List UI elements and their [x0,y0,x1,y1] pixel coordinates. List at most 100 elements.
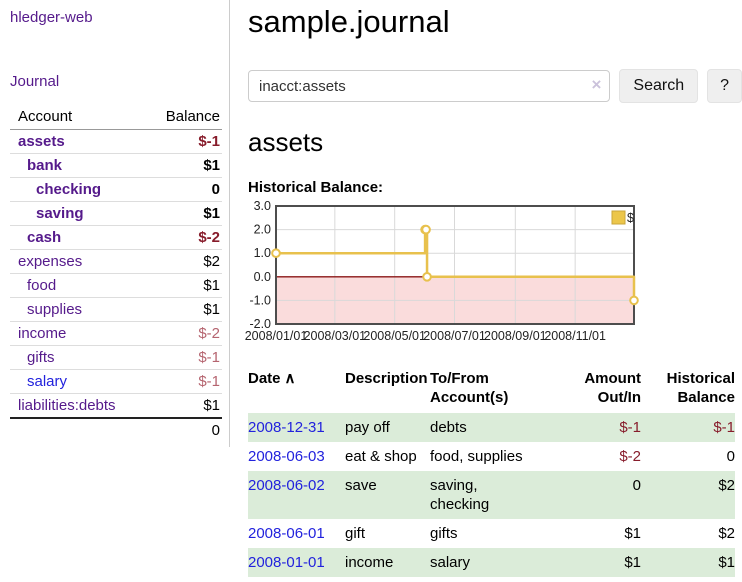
transaction-date-link[interactable]: 2008-06-03 [248,448,325,465]
date-cell: 2008-06-03 [248,442,345,471]
account-row: liabilities:debts $1 [10,393,222,419]
accounts-header-account: Account [18,108,73,125]
account-heading: assets [248,127,324,157]
transaction-description: pay off [345,419,390,436]
main-content: sample.journal × Search ? assets Histori… [245,0,742,577]
account-balance: $-1 [198,133,220,150]
transaction-amount: $-1 [619,419,641,436]
account-cell: salary [10,370,142,394]
account-row: saving $1 [10,201,222,226]
register-header-date[interactable]: Date ∧ [248,369,345,413]
table-row: 2008-01-01 income salary $1 $1 [248,548,735,577]
account-row: assets $-1 [10,130,222,154]
legend-label: $ [627,211,634,225]
accounts-header-balance: Balance [165,108,220,125]
account-link[interactable]: cash [27,229,62,246]
transaction-description: income [345,554,394,571]
transaction-amount: $1 [624,554,641,571]
search-button[interactable]: Search [619,69,699,103]
y-axis-tick-label: -2.0 [249,317,271,331]
account-row: food $1 [10,273,222,298]
data-point-marker [629,295,639,306]
transaction-description: gift [345,525,366,542]
y-axis-tick-label: 0.0 [254,270,271,284]
sort-ascending-icon: ∧ [284,370,296,387]
account-link[interactable]: assets [18,133,65,150]
data-point-marker [422,272,432,282]
account-link[interactable]: checking [36,181,102,198]
transaction-accounts: salary [430,554,471,571]
transaction-date-link[interactable]: 2008-06-01 [248,525,325,542]
register-header-row: Date ∧ Description To/From Account(s) Amo… [248,369,735,413]
table-row: 2008-06-03 eat & shop food, supplies $-2 0 [248,442,735,471]
account-link[interactable]: bank [27,157,63,174]
transaction-accounts: food, supplies [430,448,523,465]
account-cell: saving [10,202,142,226]
account-cell: bank [10,154,142,178]
sidebar-item-journal[interactable]: Journal [10,73,60,90]
search-input-wrap: × [248,70,611,102]
account-row: supplies $1 [10,297,222,322]
account-link[interactable]: liabilities:debts [18,397,116,414]
help-button[interactable]: ? [707,69,742,103]
date-cell: 2008-12-31 [248,413,345,442]
transaction-balance: $2 [718,525,735,542]
search-input[interactable] [248,70,611,102]
account-link[interactable]: salary [27,373,68,390]
transaction-date-link[interactable]: 2008-01-01 [248,554,325,571]
table-row: 2008-06-02 save saving, checking 0 $2 [248,471,735,519]
app-brand-link[interactable]: hledger-web [10,9,93,26]
transaction-date-link[interactable]: 2008-06-02 [248,477,325,494]
account-row: income $-2 [10,321,222,346]
date-cell: 2008-06-02 [248,471,345,519]
page-title: sample.journal [248,4,450,39]
balance-chart: 3.0 2.0 1.0 0.0 -1.0 -2.02008/01/012008/03/01… [245,199,639,343]
account-balance: 0 [211,181,220,198]
y-axis-tick-label: 2.0 [254,223,271,237]
clear-search-icon[interactable]: × [591,75,602,94]
account-cell: checking [10,178,142,202]
account-row: bank $1 [10,153,222,178]
account-link[interactable]: gifts [27,349,55,366]
chart-title: Historical Balance: [248,179,384,196]
account-link[interactable]: income [18,325,67,342]
table-row: 2008-12-31 pay off debts $-1 $-1 [248,413,735,442]
account-row: checking 0 [10,177,222,202]
account-link[interactable]: saving [36,205,84,222]
account-balance: $1 [203,397,220,414]
y-axis-tick-label: 1.0 [254,246,271,260]
register-header-balance: Historical Balance [666,370,735,406]
account-link[interactable]: supplies [27,301,83,318]
accounts-total-spacer [10,418,142,442]
account-cell: supplies [10,298,142,322]
account-row: salary $-1 [10,369,222,394]
transaction-accounts: debts [430,419,467,436]
account-row: cash $-2 [10,225,222,250]
account-cell: liabilities:debts [10,394,142,419]
account-balance: $-2 [198,325,220,342]
transaction-date-link[interactable]: 2008-12-31 [248,419,325,436]
transaction-amount: $1 [624,525,641,542]
account-cell: food [10,274,142,298]
sidebar: hledger-web Journal Account Balance asse… [0,0,230,447]
transaction-amount: $-2 [619,448,641,465]
transaction-balance: 0 [726,448,735,465]
account-link[interactable]: expenses [18,253,83,270]
account-balance: $-2 [198,229,220,246]
accounts-header-row: Account Balance [10,104,222,130]
account-balance: $1 [203,157,220,174]
y-axis-tick-label: 3.0 [254,199,271,213]
account-link[interactable]: food [27,277,57,294]
accounts-total-row: 0 [10,418,222,442]
account-balance: $1 [203,277,220,294]
account-balance: $2 [203,253,220,270]
y-axis-tick-label: -1.0 [249,293,271,307]
account-cell: gifts [10,346,142,370]
account-balance: $1 [203,205,220,222]
x-axis-tick-label: 2008/11/01 [544,329,606,343]
date-cell: 2008-06-01 [248,519,345,548]
balance-chart-container: 3.0 2.0 1.0 0.0 -1.0 -2.0 2008/01/01 2008/03/01… [245,199,742,346]
transaction-accounts: gifts [430,525,458,542]
register-header-amount: Amount Out/In [584,370,641,406]
x-axis-tick-label: 2008/01/01 [245,329,308,343]
